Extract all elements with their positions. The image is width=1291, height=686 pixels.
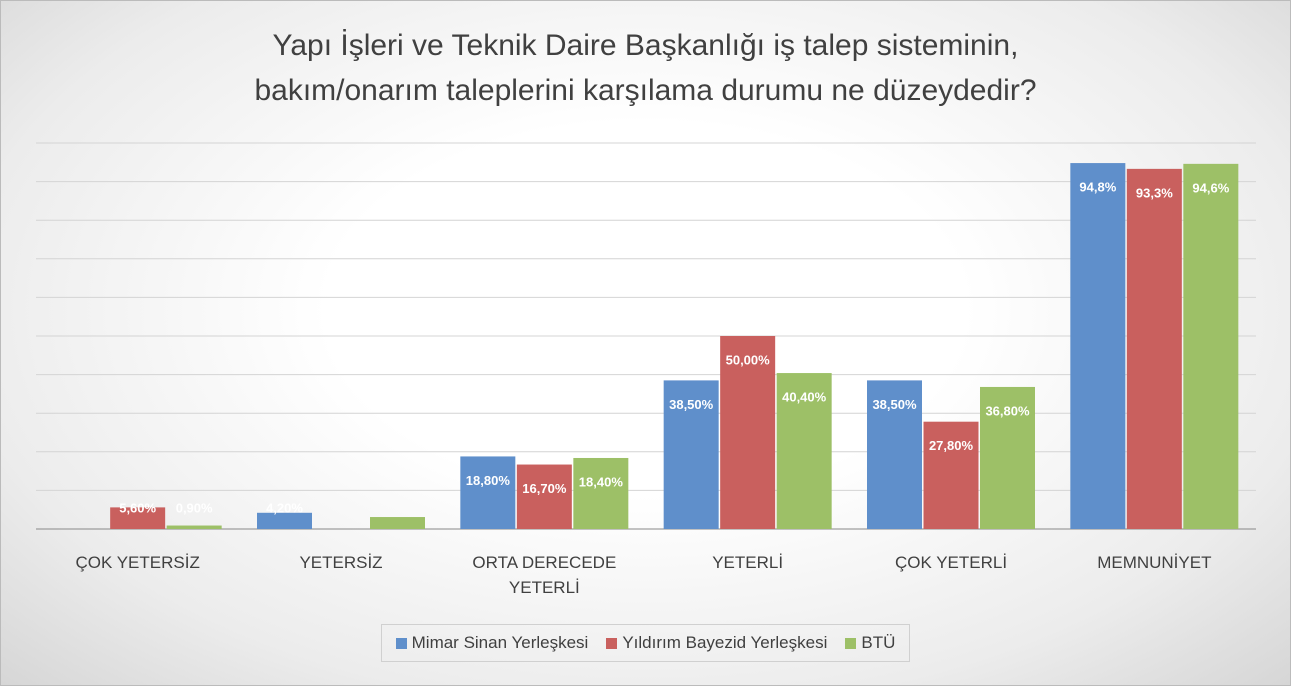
x-tick-label: ÇOK YETERLİ [894,553,1008,572]
legend-item: Mimar Sinan Yerleşkesi [395,633,589,653]
bar [1183,163,1239,529]
value-label: 5,60% [119,500,156,515]
bar [867,380,922,529]
bar [110,507,166,529]
value-label: 93,3% [1136,185,1173,200]
x-tick-label: ORTA DERECEDE YETERLİ [472,553,617,597]
x-tick-label: ÇOK YETERSİZ [75,553,200,572]
value-label: 38,50% [872,397,917,412]
value-label: 16,70% [522,481,567,496]
chart-title: Yapı İşleri ve Teknik Daire Başkanlığı i… [254,29,1037,107]
legend-swatch [606,637,618,649]
value-label: 4,20% [266,500,303,515]
bar [573,457,629,529]
bar [370,517,425,529]
bar [923,421,979,529]
value-label: 27,80% [929,438,974,453]
value-label: 38,50% [669,397,714,412]
bar [1126,168,1182,529]
x-tick-label: YETERSİZ [299,553,383,572]
value-label: 18,40% [579,474,624,489]
legend-label: Yıldırım Bayezid Yerleşkesi [622,633,828,652]
bar [980,386,1035,529]
bar [663,380,719,529]
bar [776,373,832,529]
legend-swatch [845,637,857,649]
bar [166,525,222,529]
legend-label: Mimar Sinan Yerleşkesi [411,633,589,652]
legend-item: Yıldırım Bayezid Yerleşkesi [606,633,827,653]
value-label: 50,00% [726,352,771,367]
bar [720,336,776,529]
legend-item: BTÜ [845,633,895,653]
legend-swatch [395,637,407,649]
bar [516,464,572,529]
value-label: 18,80% [466,473,511,488]
legend-label: BTÜ [861,633,896,652]
x-tick-label: YETERLİ [712,553,784,572]
bar [460,456,516,529]
value-label: 0,90% [176,500,213,515]
value-label: 40,40% [782,389,827,404]
bar [1070,163,1126,529]
x-tick-label: MEMNUNİYET [1097,553,1212,572]
legend-box: Mimar Sinan Yerleşkesi Yıldırım Bayezid Y… [380,624,911,662]
bar [257,512,312,529]
value-label: 94,6% [1192,180,1229,195]
value-label: 36,80% [985,403,1030,418]
value-label: 94,8% [1079,180,1116,195]
legend: Mimar Sinan Yerleşkesi Yıldırım Bayezid Y… [1,624,1290,662]
